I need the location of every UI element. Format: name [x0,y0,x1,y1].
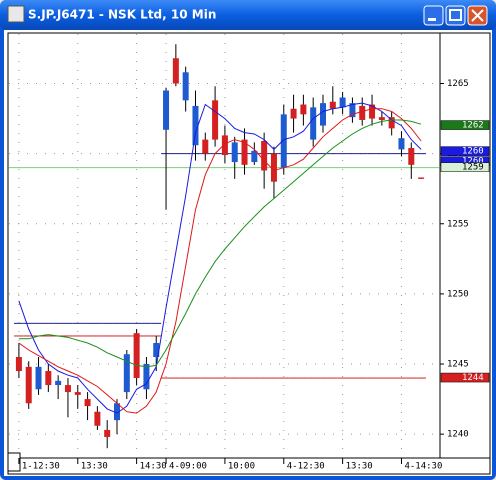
x-tick-label: 13:30 [346,462,373,472]
candle-body [114,403,120,421]
x-tick-label: 10:00 [228,462,255,472]
scroll-box[interactable] [7,452,21,472]
candle-body [359,105,366,120]
y-tick-label: 1245 [447,360,469,370]
price-tag-label: 1259 [462,163,484,173]
window-title: S.JP.J6471 - NSK Ltd, 10 Min [28,8,216,22]
maximize-button[interactable] [445,5,466,26]
candle-body [251,150,258,163]
candle-body [123,354,130,393]
candle-body [94,411,101,426]
price-tag-label: 1244 [462,373,484,383]
candle-body [270,153,277,182]
candle-body [182,72,189,101]
candle-body [339,97,346,108]
minimize-button[interactable] [423,5,444,26]
candle-body [192,105,199,146]
price-tag [440,120,490,130]
candle-body [143,364,150,390]
y-tick-label: 1240 [447,430,469,440]
candle-body [369,104,376,119]
candle-body [45,371,52,386]
title-bar [0,0,496,30]
candle-body [261,141,268,171]
candle-body [55,380,62,386]
app-icon [7,5,25,23]
candle-body [35,366,42,390]
price-tag-label: 1260 [462,157,484,167]
candle-body [290,108,297,119]
candle-body [241,139,248,165]
plot-area [7,32,441,459]
candle-body [388,117,395,129]
candle-body [74,392,81,395]
x-tick-label: 1-12:30 [22,462,60,472]
price-axis [439,32,491,459]
candle-body [349,103,356,118]
indicator-line [18,119,422,368]
x-tick-label: 4-12:30 [287,462,325,472]
price-tag [440,372,490,383]
x-tick-label: 4-09:00 [169,462,207,472]
candle-body [378,117,385,120]
candle-body [398,138,405,150]
candle-body [202,139,209,154]
candle-body [64,385,71,393]
candle-body [104,429,111,437]
y-tick-label: 1255 [447,219,469,229]
price-tag [440,162,490,172]
x-tick-label: 13:30 [81,462,108,472]
candle-body [25,366,32,404]
candle-body [231,142,238,163]
y-tick-label: 1265 [447,79,469,89]
indicator-line [18,102,422,414]
y-tick-label: 1250 [447,289,469,299]
candle-body [300,104,307,115]
candle-body [84,399,91,407]
candle-body [15,357,22,372]
x-tick-label: 14:30 [140,462,167,472]
close-button[interactable] [467,5,488,26]
candle-body [153,342,160,358]
candle-body [329,101,336,109]
candle-body [172,58,179,84]
price-tag-label: 1262 [462,121,484,131]
candle-body [408,148,415,165]
candle-body [418,177,425,179]
candle-body [133,333,140,379]
indicator-line [18,108,422,414]
x-tick-label: 4-14:30 [404,462,442,472]
candle-body [221,135,228,156]
price-tag [440,146,490,156]
price-tag-label: 1260 [462,147,484,157]
candle-body [280,114,287,168]
candle-body [320,103,326,126]
candle-body [212,100,219,140]
candle-body [310,107,317,140]
candle-body [163,90,170,130]
